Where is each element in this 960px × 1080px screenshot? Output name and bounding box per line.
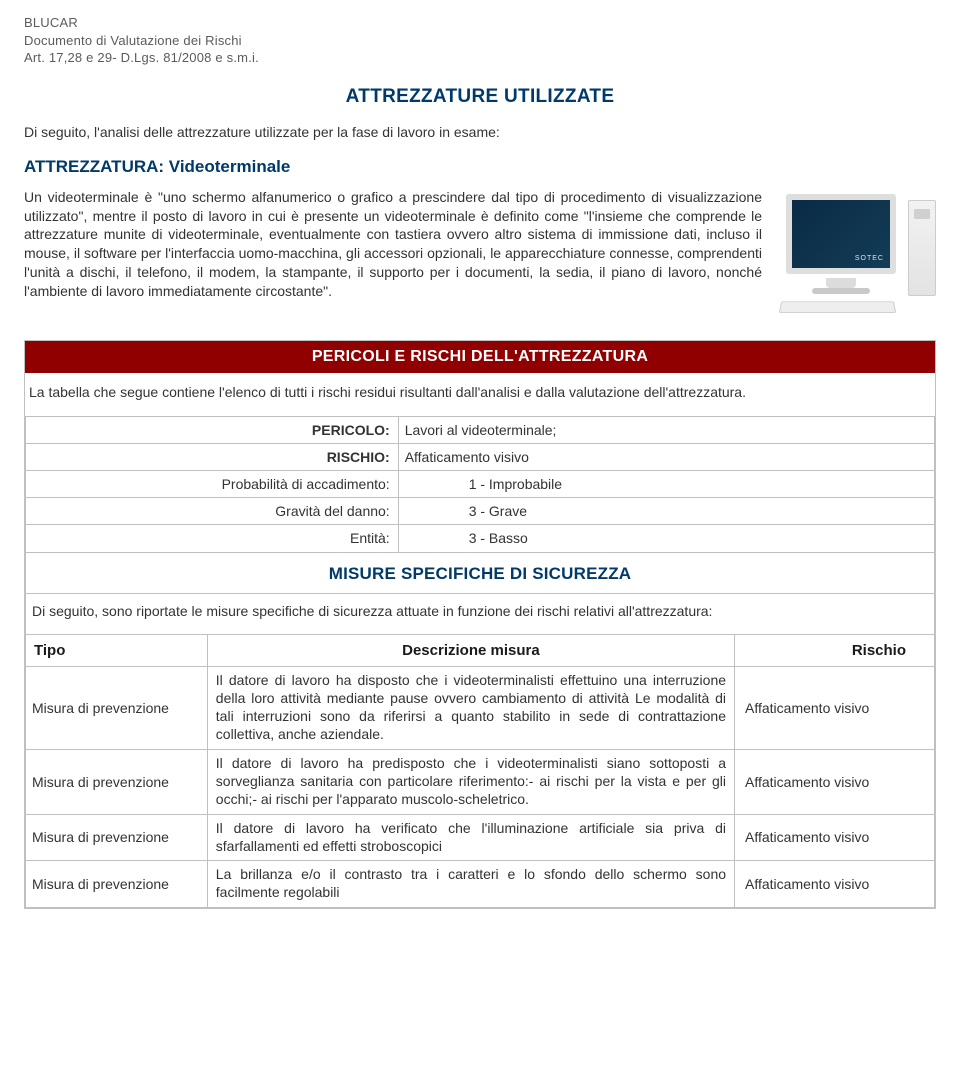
risk-value: 3 - Grave (398, 498, 934, 525)
risk-row-entita: Entità: 3 - Basso (26, 525, 935, 552)
header-line-2: Documento di Valutazione dei Rischi (24, 32, 936, 50)
risk-label: Gravità del danno: (26, 498, 399, 525)
header-line-3: Art. 17,28 e 29- D.Lgs. 81/2008 e s.m.i. (24, 49, 936, 67)
equipment-description: Un videoterminale è "uno schermo alfanum… (24, 188, 762, 301)
measure-desc: Il datore di lavoro ha predisposto che i… (207, 749, 734, 814)
risk-row-gravita: Gravità del danno: 3 - Grave (26, 498, 935, 525)
measure-row: Misura di prevenzione La brillanza e/o i… (26, 861, 935, 908)
measure-row: Misura di prevenzione Il datore di lavor… (26, 814, 935, 861)
measures-subhead: MISURE SPECIFICHE DI SICUREZZA (25, 553, 935, 594)
risks-note: La tabella che segue contiene l'elenco d… (25, 373, 935, 415)
risk-table: PERICOLO: Lavori al videoterminale; RISC… (25, 416, 935, 553)
risk-value: 3 - Basso (398, 525, 934, 552)
measures-header-row: Tipo Descrizione misura Rischio (26, 634, 935, 667)
risk-value: Lavori al videoterminale; (398, 416, 934, 443)
measures-table: Tipo Descrizione misura Rischio Misura d… (25, 634, 935, 908)
measure-row: Misura di prevenzione Il datore di lavor… (26, 749, 935, 814)
monitor-stand-icon (826, 278, 856, 288)
risk-row-prob: Probabilità di accadimento: 1 - Improbab… (26, 470, 935, 497)
measure-rischio: Affaticamento visivo (735, 749, 935, 814)
monitor-base-icon (812, 288, 870, 294)
measures-intro: Di seguito, sono riportate le misure spe… (25, 594, 935, 634)
measure-row: Misura di prevenzione Il datore di lavor… (26, 667, 935, 750)
measure-rischio: Affaticamento visivo (735, 814, 935, 861)
measure-desc: Il datore di lavoro ha disposto che i vi… (207, 667, 734, 750)
intro-text: Di seguito, l'analisi delle attrezzature… (24, 123, 936, 141)
measure-tipo: Misura di prevenzione (26, 861, 208, 908)
measure-desc: La brillanza e/o il contrasto tra i cara… (207, 861, 734, 908)
col-rischio: Rischio (735, 634, 935, 667)
risk-value: 1 - Improbabile (398, 470, 934, 497)
vdu-illustration (776, 188, 936, 318)
risk-label: Entità: (26, 525, 399, 552)
risk-row-pericolo: PERICOLO: Lavori al videoterminale; (26, 416, 935, 443)
col-desc: Descrizione misura (207, 634, 734, 667)
risk-label: PERICOLO: (26, 416, 399, 443)
header-line-1: BLUCAR (24, 14, 936, 32)
pc-tower-icon (908, 200, 936, 296)
keyboard-icon (779, 301, 896, 312)
risk-label: Probabilità di accadimento: (26, 470, 399, 497)
equipment-block: Un videoterminale è "uno schermo alfanum… (24, 188, 936, 318)
risk-value: Affaticamento visivo (398, 443, 934, 470)
measure-tipo: Misura di prevenzione (26, 667, 208, 750)
risk-label: RISCHIO: (26, 443, 399, 470)
monitor-icon (786, 194, 896, 274)
measure-rischio: Affaticamento visivo (735, 667, 935, 750)
measure-rischio: Affaticamento visivo (735, 861, 935, 908)
col-tipo: Tipo (26, 634, 208, 667)
risks-band: PERICOLI E RISCHI DELL'ATTREZZATURA (25, 341, 935, 374)
measure-desc: Il datore di lavoro ha verificato che l'… (207, 814, 734, 861)
risk-row-rischio: RISCHIO: Affaticamento visivo (26, 443, 935, 470)
equipment-label: ATTREZZATURA: Videoterminale (24, 156, 936, 178)
risks-container: PERICOLI E RISCHI DELL'ATTREZZATURA La t… (24, 340, 936, 910)
measure-tipo: Misura di prevenzione (26, 749, 208, 814)
page-title: ATTREZZATURE UTILIZZATE (24, 85, 936, 110)
doc-header: BLUCAR Documento di Valutazione dei Risc… (24, 14, 936, 67)
measure-tipo: Misura di prevenzione (26, 814, 208, 861)
